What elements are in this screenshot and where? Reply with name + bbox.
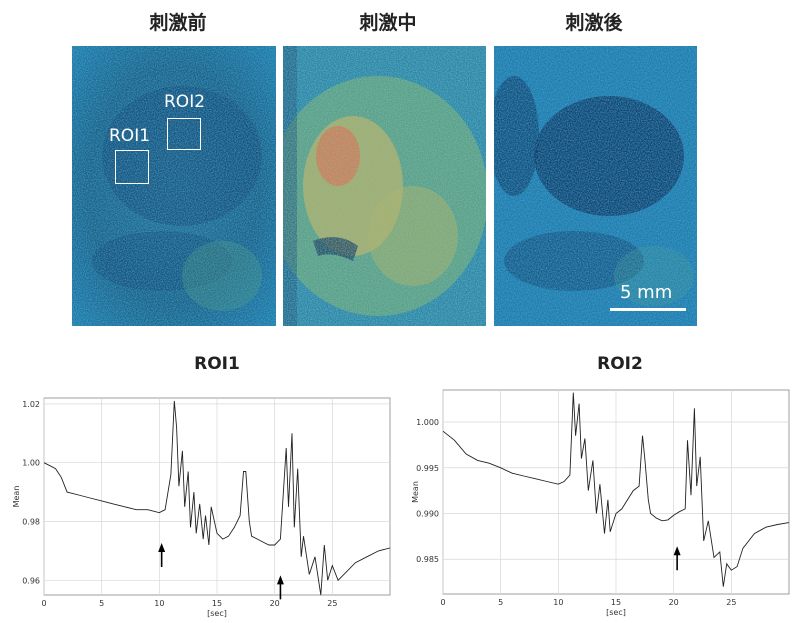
x-tick-label: 25 [726,598,736,607]
x-tick-label: 15 [212,599,222,608]
x-tick-label: 25 [327,599,337,608]
x-tick-label: 20 [270,599,280,608]
x-tick-label: 5 [498,598,503,607]
scale-bar-label: 5 mm [620,282,673,303]
x-axis-label: [sec] [606,608,626,617]
x-tick-label: 10 [154,599,164,608]
stimulus-arrow-head [276,575,284,585]
x-tick-label: 10 [553,598,563,607]
y-tick-label: 0.990 [416,509,439,518]
chart-roi2: 0 5 10 15 20 25 0.985 0.990 0.995 1.000 [sec] Mean [400,380,800,623]
panel-title-during: 刺激中 [359,12,417,34]
x-tick-label: 15 [611,598,621,607]
y-tick-label: 0.995 [416,464,439,473]
panel-title-after: 刺激後 [565,12,623,34]
chart-title-roi2: ROI2 [597,354,643,374]
image-panel-after: 5 mm [494,46,697,326]
x-axis-label: [sec] [207,609,227,618]
roi2-box [167,118,201,150]
stimulus-arrow-head [158,543,166,553]
y-tick-label: 1.000 [416,418,439,427]
chart-roi1: 0 5 10 15 20 25 0.96 0.98 1.00 1.02 [sec] Mean [0,390,400,623]
series-line [442,392,790,587]
x-tick-label: 0 [41,599,46,608]
x-tick-label: 5 [99,599,104,608]
roi1-label: ROI1 [109,126,151,146]
panel-title-before: 刺激前 [149,12,207,34]
y-tick-label: 0.98 [22,517,40,526]
image-panel-during [283,46,486,326]
image-panel-before: ROI2 ROI1 [72,46,276,326]
chart-title-roi1: ROI1 [194,354,240,374]
roi1-box [115,150,149,184]
y-axis-label: Mean [411,481,420,503]
stimulus-arrow-head [673,546,681,556]
y-tick-label: 0.985 [416,555,439,564]
roi2-label: ROI2 [164,92,206,112]
x-tick-label: 0 [440,598,445,607]
y-tick-label: 0.96 [22,576,40,585]
scale-bar [610,308,686,311]
y-axis-label: Mean [12,486,21,508]
series-line [43,400,391,596]
x-tick-label: 20 [669,598,679,607]
y-tick-label: 1.00 [22,459,40,468]
y-tick-label: 1.02 [22,400,40,409]
